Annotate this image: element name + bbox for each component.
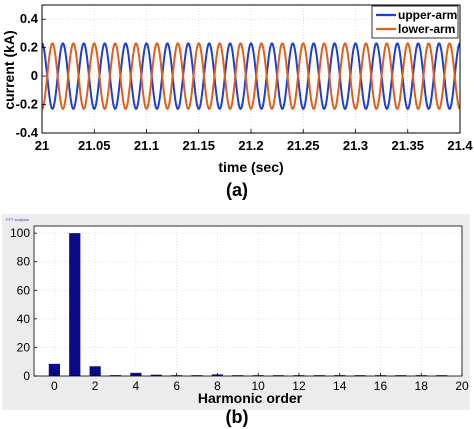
y-tick-label: 100 bbox=[10, 226, 30, 240]
y-tick-label: 0 bbox=[31, 68, 38, 83]
x-tick-label: 4 bbox=[133, 379, 140, 393]
y-tick-label: 0.4 bbox=[20, 11, 39, 26]
x-tick-label: 16 bbox=[374, 379, 388, 393]
x-tick-label: 21.3 bbox=[343, 138, 368, 153]
legend-box-a bbox=[371, 5, 459, 39]
y-tick-label: 0 bbox=[23, 369, 30, 383]
y-tick-label: 20 bbox=[17, 340, 31, 354]
x-ticks-b: 0 2 4 6 8 10 12 14 16 18 20 bbox=[51, 373, 469, 393]
bar-harmonic-1 bbox=[69, 233, 81, 376]
legend-a: upper-arm lower-arm bbox=[371, 5, 459, 39]
legend-label-lower-arm: lower-arm bbox=[398, 22, 455, 36]
bar-harmonic-0 bbox=[48, 363, 60, 376]
series-group-a bbox=[41, 42, 461, 110]
series-line-upper-arm bbox=[41, 42, 461, 110]
x-ticks-a: 21 21.05 21.1 21.15 21.2 21.25 21.3 21.35 21.4 bbox=[35, 129, 473, 153]
x-tick-label: 2 bbox=[92, 379, 99, 393]
x-tick-label: 21.4 bbox=[447, 138, 473, 153]
x-tick-label: 6 bbox=[173, 379, 180, 393]
x-tick-label: 8 bbox=[214, 379, 221, 393]
x-tick-label: 21.15 bbox=[182, 138, 215, 153]
bar-chart-panel-b: FFT analysis 0 2 4 6 8 10 12 14 16 18 20 0 20 40 60 80… bbox=[2, 214, 470, 427]
bar-harmonic-2 bbox=[89, 366, 101, 376]
y-tick-label: -0.2 bbox=[16, 97, 38, 112]
x-tick-label: 21.35 bbox=[391, 138, 424, 153]
plot-frame-b bbox=[33, 225, 463, 377]
y-axis-label-a: current (kA) bbox=[1, 30, 17, 109]
y-tick-label: 60 bbox=[17, 283, 31, 297]
line-chart-panel-a: 21 21.05 21.1 21.15 21.2 21.25 21.3 21.35 21.4 -… bbox=[1, 4, 473, 200]
y-ticks-a: -0.4 -0.2 0 0.2 0.4 bbox=[16, 11, 46, 140]
bar-harmonic-3 bbox=[109, 375, 122, 376]
legend-label-upper-arm: upper-arm bbox=[398, 8, 457, 22]
panel-caption-a: (a) bbox=[226, 180, 248, 200]
x-tick-label: 21.25 bbox=[287, 138, 320, 153]
x-axis-label-a: time (sec) bbox=[218, 159, 283, 175]
x-tick-label: 12 bbox=[292, 379, 306, 393]
y-ticks-b: 0 20 40 60 80 100 bbox=[10, 226, 37, 383]
y-tick-label: -0.4 bbox=[16, 125, 39, 140]
x-tick-label: 0 bbox=[51, 379, 58, 393]
x-tick-label: 10 bbox=[252, 379, 266, 393]
x-tick-label: 21 bbox=[35, 138, 49, 153]
panel-caption-b: (b) bbox=[226, 407, 249, 427]
x-tick-label: 14 bbox=[333, 379, 347, 393]
x-tick-label: 21.1 bbox=[134, 138, 159, 153]
x-axis-label-b: Harmonic order bbox=[198, 390, 303, 406]
x-tick-label: 20 bbox=[455, 379, 469, 393]
bar-harmonic-5 bbox=[150, 374, 162, 376]
fft-window-title: FFT analysis bbox=[6, 217, 29, 222]
y-tick-label: 0.2 bbox=[20, 40, 38, 55]
x-tick-label: 21.05 bbox=[78, 138, 111, 153]
y-tick-label: 80 bbox=[17, 255, 31, 269]
series-line-lower-arm bbox=[41, 42, 461, 110]
y-tick-label: 40 bbox=[17, 312, 31, 326]
x-tick-label: 18 bbox=[415, 379, 429, 393]
plot-area-b bbox=[34, 226, 462, 376]
x-tick-label: 21.2 bbox=[238, 138, 263, 153]
